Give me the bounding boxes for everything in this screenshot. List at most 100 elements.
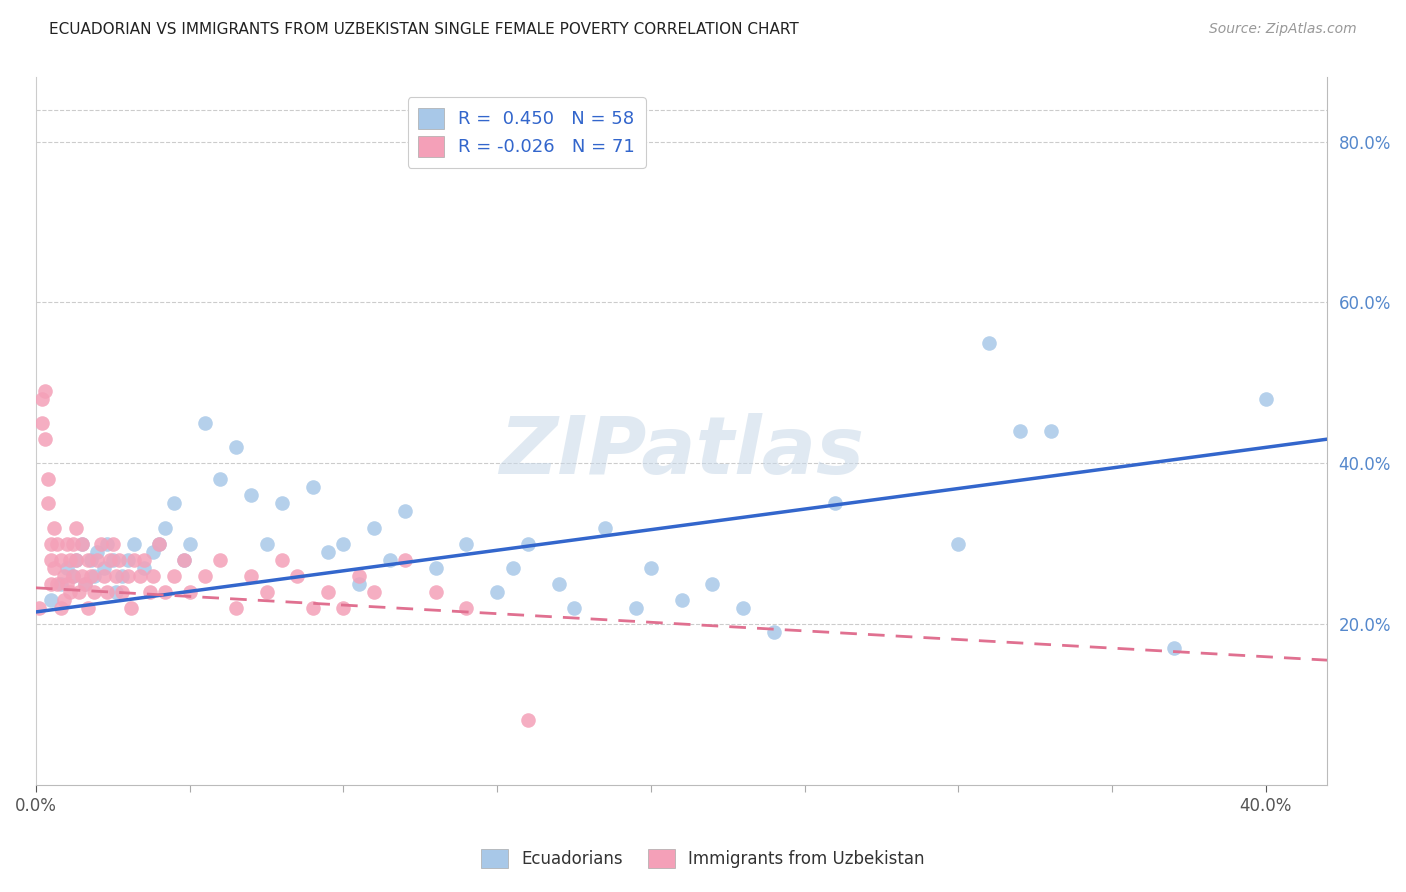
Point — [762, 625, 785, 640]
Point — [502, 560, 524, 574]
Point — [52, 568, 75, 582]
Point — [209, 472, 232, 486]
Point — [65, 552, 87, 566]
Point — [120, 601, 142, 615]
Point — [425, 585, 447, 599]
Point — [49, 552, 72, 566]
Point — [46, 536, 69, 550]
Point — [104, 568, 127, 582]
Point — [1254, 392, 1277, 406]
Point — [316, 544, 339, 558]
Point — [93, 560, 115, 574]
Point — [44, 560, 66, 574]
Point — [80, 552, 103, 566]
Point — [1039, 424, 1062, 438]
Legend: Ecuadorians, Immigrants from Uzbekistan: Ecuadorians, Immigrants from Uzbekistan — [475, 842, 931, 875]
Point — [62, 568, 84, 582]
Point — [132, 560, 155, 574]
Point — [49, 576, 72, 591]
Point — [142, 544, 165, 558]
Text: ECUADORIAN VS IMMIGRANTS FROM UZBEKISTAN SINGLE FEMALE POVERTY CORRELATION CHART: ECUADORIAN VS IMMIGRANTS FROM UZBEKISTAN… — [49, 22, 799, 37]
Point — [173, 552, 195, 566]
Legend: R =  0.450   N = 58, R = -0.026   N = 71: R = 0.450 N = 58, R = -0.026 N = 71 — [408, 97, 645, 168]
Point — [209, 552, 232, 566]
Point — [80, 568, 103, 582]
Point — [75, 576, 97, 591]
Point — [132, 552, 155, 566]
Point — [256, 585, 278, 599]
Point — [516, 536, 538, 550]
Point — [70, 568, 93, 582]
Point — [347, 576, 370, 591]
Text: ZIPatlas: ZIPatlas — [499, 413, 865, 491]
Point — [62, 568, 84, 582]
Point — [979, 335, 1001, 350]
Point — [332, 601, 354, 615]
Point — [1163, 641, 1185, 656]
Point — [179, 536, 201, 550]
Point — [117, 568, 139, 582]
Point — [65, 520, 87, 534]
Point — [55, 560, 77, 574]
Point — [824, 496, 846, 510]
Point — [516, 714, 538, 728]
Point — [301, 480, 323, 494]
Point — [285, 568, 308, 582]
Point — [138, 585, 160, 599]
Point — [101, 536, 124, 550]
Point — [37, 472, 59, 486]
Point — [378, 552, 401, 566]
Point — [98, 552, 121, 566]
Point — [28, 601, 51, 615]
Point — [49, 601, 72, 615]
Point — [163, 568, 186, 582]
Point — [142, 568, 165, 582]
Point — [153, 520, 176, 534]
Point — [640, 560, 662, 574]
Point — [70, 536, 93, 550]
Point — [256, 536, 278, 550]
Text: Source: ZipAtlas.com: Source: ZipAtlas.com — [1209, 22, 1357, 37]
Point — [124, 536, 146, 550]
Point — [44, 520, 66, 534]
Point — [347, 568, 370, 582]
Point — [117, 552, 139, 566]
Point — [67, 585, 90, 599]
Point — [271, 552, 294, 566]
Point — [624, 601, 647, 615]
Point — [179, 585, 201, 599]
Point — [62, 536, 84, 550]
Point — [225, 440, 247, 454]
Point — [52, 593, 75, 607]
Point — [101, 552, 124, 566]
Point — [363, 585, 385, 599]
Point — [93, 568, 115, 582]
Point — [456, 601, 478, 615]
Point — [194, 416, 217, 430]
Point — [34, 432, 56, 446]
Point — [194, 568, 217, 582]
Point — [332, 536, 354, 550]
Point — [425, 560, 447, 574]
Point — [31, 392, 53, 406]
Point — [83, 568, 105, 582]
Point — [593, 520, 616, 534]
Point — [89, 536, 111, 550]
Point — [153, 585, 176, 599]
Point — [173, 552, 195, 566]
Point — [671, 593, 693, 607]
Point — [86, 544, 108, 558]
Point — [562, 601, 585, 615]
Point — [163, 496, 186, 510]
Point — [486, 585, 509, 599]
Point — [316, 585, 339, 599]
Point — [96, 585, 118, 599]
Point — [39, 593, 62, 607]
Point — [70, 536, 93, 550]
Point — [83, 585, 105, 599]
Point — [34, 384, 56, 398]
Point — [46, 576, 69, 591]
Point — [55, 576, 77, 591]
Point — [547, 576, 569, 591]
Point — [363, 520, 385, 534]
